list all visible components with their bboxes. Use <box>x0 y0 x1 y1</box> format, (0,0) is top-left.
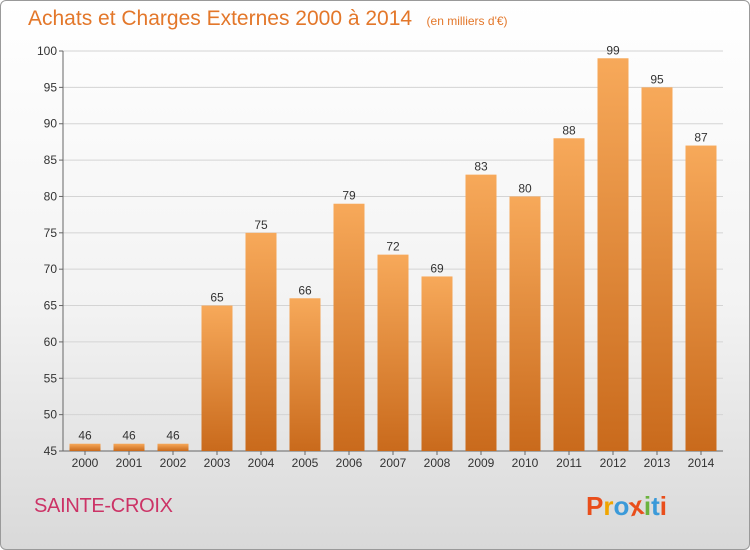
y-tick-label: 65 <box>44 299 58 313</box>
bar-2003 <box>201 305 233 451</box>
bar-2005 <box>289 298 321 451</box>
data-label: 79 <box>342 189 356 203</box>
data-label: 46 <box>78 429 92 443</box>
x-tick-label: 2000 <box>72 456 99 470</box>
x-tick-label: 2010 <box>512 456 539 470</box>
x-tick-label: 2011 <box>556 456 582 470</box>
chart-subtitle: (en milliers d'€) <box>426 14 508 28</box>
x-tick-label: 2007 <box>380 456 407 470</box>
x-tick-label: 2004 <box>248 456 275 470</box>
location-name: SAINTE-CROIX <box>34 495 173 517</box>
x-tick-label: 2012 <box>600 456 627 470</box>
x-tick-label: 2002 <box>160 456 187 470</box>
data-label: 75 <box>254 218 268 232</box>
y-tick-label: 60 <box>44 335 58 349</box>
data-label: 95 <box>650 72 664 86</box>
x-tick-label: 2005 <box>292 456 319 470</box>
x-tick-label: 2001 <box>116 456 143 470</box>
y-tick-label: 95 <box>44 80 58 94</box>
data-label: 69 <box>430 261 444 275</box>
bar-2010 <box>509 196 541 451</box>
chart-title: Achats et Charges Externes 2000 à 2014 <box>28 7 413 30</box>
y-tick-label: 100 <box>37 44 57 58</box>
logo-letter: r <box>603 491 614 521</box>
bar-2009 <box>465 174 497 452</box>
x-tick-label: 2008 <box>424 456 451 470</box>
bar-2007 <box>377 254 409 451</box>
bar-2002 <box>157 443 189 451</box>
y-tick-label: 70 <box>44 262 58 276</box>
logo-letter: P <box>586 491 604 521</box>
data-label: 80 <box>518 181 532 195</box>
data-label: 66 <box>298 283 312 297</box>
logo-letter: i <box>643 491 652 521</box>
bar-2014 <box>685 145 717 451</box>
bar-2006 <box>333 203 365 451</box>
logo-letter: o <box>613 491 630 521</box>
data-label: 65 <box>210 291 224 305</box>
data-label: 99 <box>606 43 620 57</box>
data-label: 46 <box>166 429 180 443</box>
data-label: 83 <box>474 160 488 174</box>
y-tick-label: 45 <box>44 444 58 458</box>
x-tick-label: 2009 <box>468 456 495 470</box>
logo-letter: t <box>651 491 660 521</box>
bar-2004 <box>245 232 277 451</box>
y-tick-label: 90 <box>44 117 58 131</box>
data-label: 72 <box>386 240 400 254</box>
y-tick-label: 75 <box>44 226 58 240</box>
data-label: 87 <box>694 131 708 145</box>
title-row: Achats et Charges Externes 2000 à 2014 (… <box>28 7 508 31</box>
x-tick-label: 2013 <box>644 456 671 470</box>
x-tick-label: 2003 <box>204 456 231 470</box>
y-tick-label: 50 <box>44 408 58 422</box>
y-tick-label: 55 <box>44 371 58 385</box>
bar-2008 <box>421 276 453 451</box>
logo-letter: i <box>659 491 667 521</box>
bar-2011 <box>553 138 585 452</box>
x-tick-label: 2006 <box>336 456 363 470</box>
x-tick-label: 2014 <box>688 456 715 470</box>
bar-2000 <box>69 443 101 451</box>
data-label: 88 <box>562 123 576 137</box>
y-tick-label: 80 <box>44 189 58 203</box>
proxiti-logo: Proxiti <box>586 490 667 522</box>
bar-2012 <box>597 58 629 451</box>
y-tick-label: 85 <box>44 153 58 167</box>
bar-2001 <box>113 443 145 451</box>
data-label: 46 <box>122 429 136 443</box>
bar-2013 <box>641 87 673 451</box>
